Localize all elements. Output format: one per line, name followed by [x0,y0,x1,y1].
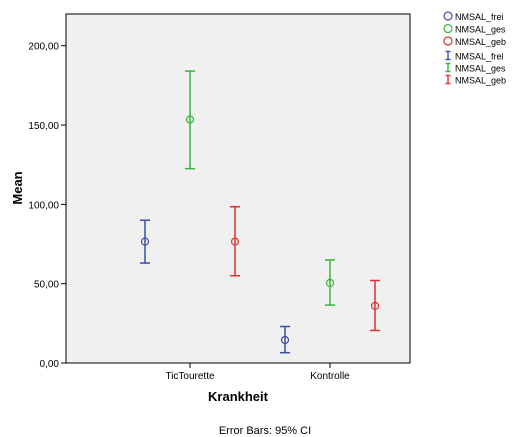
legend-label: NMSAL_geb [455,37,506,47]
legend-marker-icon [443,23,453,34]
x-tick-label: TicTourette [165,371,215,382]
x-axis: TicTourette Kontrolle [165,363,350,382]
mean-point [140,237,150,246]
y-axis-label: Mean [10,171,25,204]
legend-label: NMSAL_ges [455,64,506,74]
y-axis: 0,00 50,00 100,00 150,00 200,00 [28,42,66,370]
plot-area [65,13,411,364]
footnote: Error Bars: 95% CI [219,425,311,437]
mean-point [280,335,290,345]
y-tick-label: 0,00 [40,359,60,370]
mean-point [370,301,380,310]
legend-label: NMSAL_frei [455,52,504,62]
series-group [140,70,380,354]
series-NMSAL_frei [140,219,290,354]
legend-marker-icon [443,36,453,46]
series-NMSAL_geb [230,205,380,332]
legend-label: NMSAL_frei [455,12,504,22]
legend-label: NMSAL_geb [455,76,506,86]
y-tick-label: 200,00 [28,42,59,53]
legend-label: NMSAL_ges [455,25,506,35]
y-tick-label: 100,00 [28,200,59,211]
x-axis-label: Krankheit [208,389,269,404]
series-NMSAL_ges [185,70,335,306]
legend-marker-icon [443,11,453,21]
legend: NMSAL_frei NMSAL_ges NMSAL_geb NMSAL_frei NM… [443,11,506,86]
x-tick-label: Kontrolle [310,371,350,382]
y-tick-label: 50,00 [34,280,59,291]
mean-point [230,237,240,246]
mean-point [325,278,335,287]
y-tick-label: 150,00 [28,121,59,132]
mean-point [185,115,195,124]
